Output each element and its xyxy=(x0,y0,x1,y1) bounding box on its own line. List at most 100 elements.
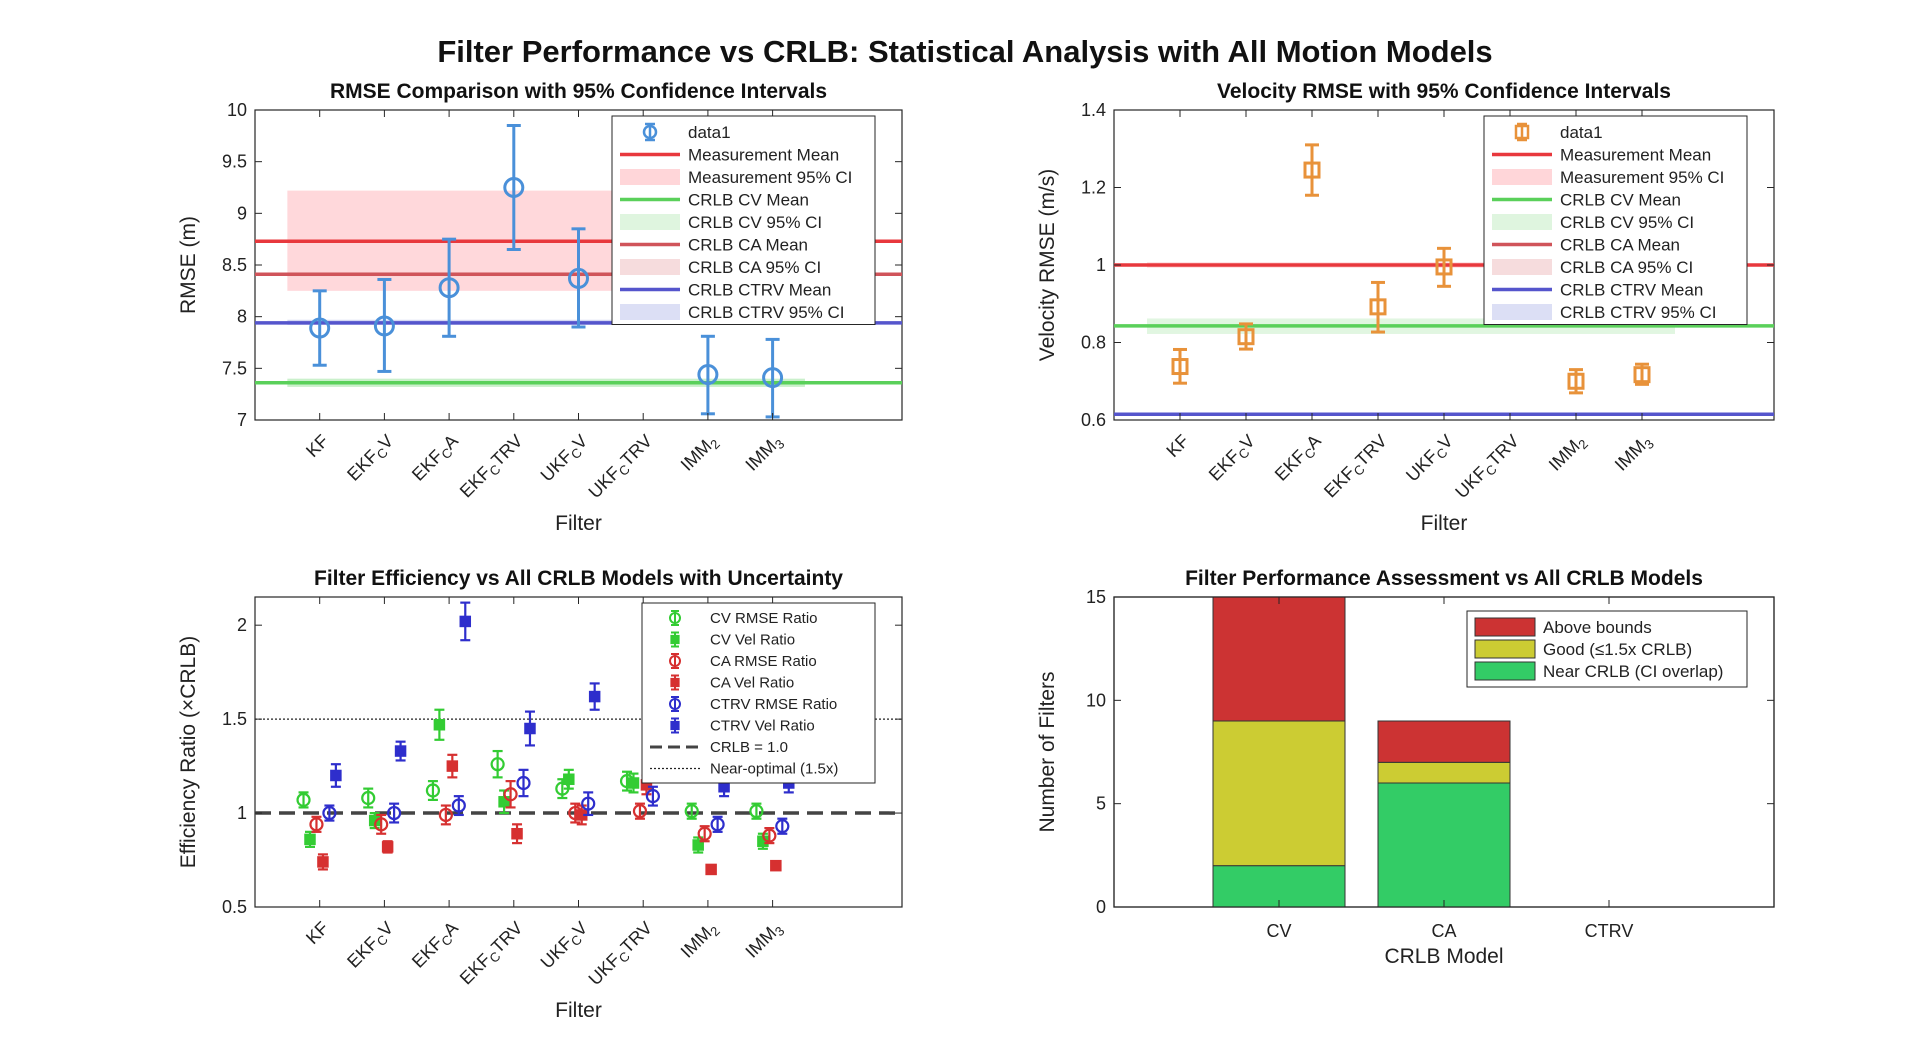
eff-data-point xyxy=(317,856,329,868)
rmse-ytick-label: 8.5 xyxy=(222,255,247,275)
assess-xtick-label: CTRV xyxy=(1585,921,1634,941)
assess-legend-patch xyxy=(1474,639,1536,659)
rmse-title: RMSE Comparison with 95% Confidence Inte… xyxy=(330,80,827,103)
assess-ytick-label: 15 xyxy=(1086,587,1106,607)
eff-data-point xyxy=(296,792,311,808)
rmse-legend-patch xyxy=(620,214,680,230)
vel-legend-patch xyxy=(1492,304,1552,320)
assess-title: Filter Performance Assessment vs All CRL… xyxy=(1185,567,1703,590)
vel-xtick-label: IMM2 xyxy=(1545,431,1591,477)
eff-data-point xyxy=(645,789,661,804)
vel-legend-label: CRLB CV Mean xyxy=(1560,191,1681,210)
rmse-ylabel: RMSE (m) xyxy=(177,216,200,314)
vel-xtick-label: EKFCTRV xyxy=(1320,431,1393,504)
assess-xtick-label: CA xyxy=(1431,921,1456,941)
eff-legend-label: CRLB = 1.0 xyxy=(710,739,788,756)
assess-ytick-label: 5 xyxy=(1096,794,1106,814)
eff-data-point xyxy=(632,804,648,819)
eff-ytick-label: 1 xyxy=(237,803,247,823)
assess-ytick-label: 0 xyxy=(1096,897,1106,917)
charts-layer: RMSE Comparison with 95% Confidence Inte… xyxy=(177,80,1775,1022)
eff-data-point xyxy=(451,798,466,813)
eff-xtick-label: EKFCTRV xyxy=(456,918,529,991)
vel-data-point xyxy=(1171,358,1189,376)
assess-bar-segment xyxy=(1212,720,1346,867)
vel-data-point xyxy=(1567,372,1585,390)
vel-xlabel: Filter xyxy=(1421,512,1468,535)
eff-xtick-label: EKFCV xyxy=(343,918,399,974)
rmse-xlabel: Filter xyxy=(555,512,602,535)
eff-data-point xyxy=(524,722,536,735)
rmse-legend-label: CRLB CTRV Mean xyxy=(688,281,831,300)
vel-legend-label: Measurement 95% CI xyxy=(1560,168,1724,187)
rmse-legend-patch xyxy=(620,259,680,275)
eff-legend-label: CV Vel Ratio xyxy=(710,632,795,649)
eff-xtick-label: KF xyxy=(302,918,332,948)
vel-ytick-label: 1.2 xyxy=(1081,178,1106,198)
eff-legend-label: Near-optimal (1.5x) xyxy=(710,761,838,778)
rmse-xtick-label: EKFCTRV xyxy=(456,431,529,504)
vel-data-point xyxy=(1369,298,1387,316)
eff-legend-marker-symbol xyxy=(670,720,680,731)
rmse-data-point xyxy=(309,317,331,339)
eff-xtick-label: UKFCV xyxy=(537,918,594,975)
eff-data-point xyxy=(627,777,640,789)
rmse-xtick-label: UKFCV xyxy=(537,431,594,488)
vel-xtick-label: KF xyxy=(1162,431,1192,461)
assess-axes: Filter Performance Assessment vs All CRL… xyxy=(1036,567,1775,968)
vel-data-point xyxy=(1303,161,1321,179)
eff-legend-marker-symbol xyxy=(669,655,681,667)
rmse-ytick-label: 10 xyxy=(227,100,247,120)
rmse-legend-label: CRLB CTRV 95% CI xyxy=(688,303,845,322)
eff-data-point xyxy=(381,841,394,853)
eff-data-point xyxy=(309,817,324,832)
rmse-legend-label: Measurement 95% CI xyxy=(688,168,852,187)
rmse-data-point xyxy=(438,277,460,299)
eff-data-point xyxy=(684,804,699,819)
rmse-data-point xyxy=(762,367,784,389)
eff-data-point xyxy=(322,805,337,821)
assess-xlabel: CRLB Model xyxy=(1384,945,1503,968)
assess-bar-segment xyxy=(1377,720,1511,763)
vel-xtick-label: UKFCV xyxy=(1402,431,1459,488)
eff-data-point xyxy=(581,796,596,811)
eff-data-point xyxy=(503,787,518,802)
eff-data-point xyxy=(516,775,531,791)
assess-bar-segment xyxy=(1212,596,1346,722)
rmse-ytick-label: 8 xyxy=(237,307,247,327)
figure-suptitle: Filter Performance vs CRLB: Statistical … xyxy=(437,34,1492,69)
eff-legend-label: CTRV RMSE Ratio xyxy=(710,696,837,713)
vel-xtick-label: IMM3 xyxy=(1611,431,1657,477)
vel-ytick-label: 0.8 xyxy=(1081,333,1106,353)
rmse-axes: RMSE Comparison with 95% Confidence Inte… xyxy=(177,80,903,535)
rmse-ytick-label: 9.5 xyxy=(222,152,247,172)
eff-data-point xyxy=(511,827,523,840)
eff-data-point xyxy=(459,615,472,628)
eff-xtick-label: IMM3 xyxy=(741,918,787,964)
eff-ytick-label: 0.5 xyxy=(222,897,247,917)
eff-data-point xyxy=(490,757,505,772)
vel-title: Velocity RMSE with 95% Confidence Interv… xyxy=(1217,80,1671,103)
vel-data-point xyxy=(1237,328,1255,346)
vel-axes: Velocity RMSE with 95% Confidence Interv… xyxy=(1036,80,1775,535)
vel-ytick-label: 0.6 xyxy=(1081,410,1106,430)
rmse-data-point xyxy=(503,177,525,198)
eff-data-point xyxy=(705,863,717,876)
rmse-legend-label: CRLB CV Mean xyxy=(688,191,809,210)
vel-xtick-label: EKFCV xyxy=(1205,431,1261,487)
vel-data-point xyxy=(1435,258,1453,276)
vel-legend-label: data1 xyxy=(1560,123,1603,142)
assess-xtick-label: CV xyxy=(1266,921,1291,941)
assess-bar-segment xyxy=(1377,782,1511,908)
vel-legend-label: CRLB CTRV 95% CI xyxy=(1560,303,1717,322)
rmse-xtick-label: EKFCV xyxy=(343,431,399,487)
eff-ylabel: Efficiency Ratio (×CRLB) xyxy=(177,636,200,868)
eff-data-point xyxy=(710,817,725,832)
vel-ytick-label: 1 xyxy=(1096,255,1106,275)
eff-data-point xyxy=(394,745,407,757)
vel-legend-label: CRLB CA Mean xyxy=(1560,236,1680,255)
eff-data-point xyxy=(387,805,402,821)
vel-legend-label: CRLB CTRV Mean xyxy=(1560,281,1703,300)
assess-ytick-label: 10 xyxy=(1086,690,1106,710)
